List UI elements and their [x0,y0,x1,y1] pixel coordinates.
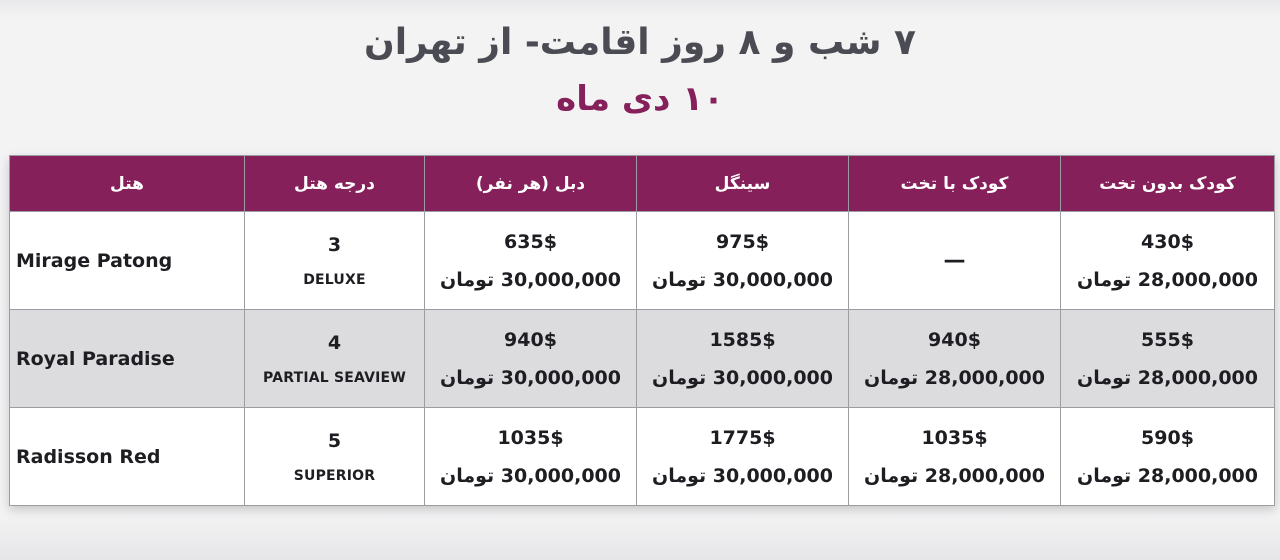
bottom-shadow-band [0,515,1280,560]
single-price-cell: 1775$ 30,000,000 تومان [636,407,849,506]
hotel-grade-cell: 3 DELUXE [244,211,425,310]
table-row: Mirage Patong 3 DELUXE 635$ 30,000,000 ت… [9,211,1275,310]
price-usd: 1035$ [497,426,564,449]
room-type: PARTIAL SEAVIEW [263,369,406,386]
price-toman: 28,000,000 تومان [1077,268,1258,291]
child-nobed-price-cell: 590$ 28,000,000 تومان [1060,407,1275,506]
price-toman: 30,000,000 تومان [652,464,833,487]
price-toman: 28,000,000 تومان [1077,366,1258,389]
top-shadow-band [0,0,1280,18]
price-toman: 30,000,000 تومان [652,268,833,291]
price-usd: 590$ [1141,426,1194,449]
price-toman: 28,000,000 تومان [864,464,1045,487]
hotel-stars: 3 [327,233,342,256]
hotel-stars: 4 [327,331,342,354]
double-price-cell: 940$ 30,000,000 تومان [424,309,637,408]
table-header-row: هتل درجه هتل دبل (هر نفر) سینگل کودک با … [9,155,1275,212]
price-toman: 30,000,000 تومان [440,268,621,291]
price-usd: 940$ [928,328,981,351]
header-child-with-bed: کودک با تخت [848,155,1061,212]
table-row: Radisson Red 5 SUPERIOR 1035$ 30,000,000… [9,407,1275,506]
price-table: هتل درجه هتل دبل (هر نفر) سینگل کودک با … [9,155,1275,506]
child-bed-price-cell: — [848,211,1061,310]
price-usd: 555$ [1141,328,1194,351]
child-bed-price-cell: 940$ 28,000,000 تومان [848,309,1061,408]
child-nobed-price-cell: 430$ 28,000,000 تومان [1060,211,1275,310]
room-type: SUPERIOR [293,467,376,484]
hotel-grade-cell: 4 PARTIAL SEAVIEW [244,309,425,408]
double-price-cell: 1035$ 30,000,000 تومان [424,407,637,506]
double-price-cell: 635$ 30,000,000 تومان [424,211,637,310]
price-toman: 30,000,000 تومان [440,464,621,487]
price-usd: 1775$ [709,426,776,449]
header-double: دبل (هر نفر) [424,155,637,212]
price-usd: 430$ [1141,230,1194,253]
price-usd: 635$ [504,230,557,253]
hotel-name: Radisson Red [9,407,245,506]
header-single: سینگل [636,155,849,212]
price-toman: 28,000,000 تومان [1077,464,1258,487]
header-hotel: هتل [9,155,245,212]
single-price-cell: 1585$ 30,000,000 تومان [636,309,849,408]
hotel-name: Royal Paradise [9,309,245,408]
single-price-cell: 975$ 30,000,000 تومان [636,211,849,310]
price-toman: 30,000,000 تومان [652,366,833,389]
price-toman: 30,000,000 تومان [440,366,621,389]
price-usd: 1035$ [921,426,988,449]
hotel-name: Mirage Patong [9,211,245,310]
header-child-without-bed: کودک بدون تخت [1060,155,1275,212]
price-usd: 940$ [504,328,557,351]
price-toman: 28,000,000 تومان [864,366,1045,389]
page-title: ۷ شب و ۸ روز اقامت- از تهران [363,22,916,63]
table-row: Royal Paradise 4 PARTIAL SEAVIEW 940$ 30… [9,309,1275,408]
child-nobed-price-cell: 555$ 28,000,000 تومان [1060,309,1275,408]
hotel-grade-cell: 5 SUPERIOR [244,407,425,506]
page-subtitle-date: ۱۰ دی ماه [556,79,724,119]
room-type: DELUXE [303,271,366,288]
child-bed-price-cell: 1035$ 28,000,000 تومان [848,407,1061,506]
price-usd: 975$ [716,230,769,253]
not-available-dash: — [943,248,966,273]
price-usd: 1585$ [709,328,776,351]
header-grade: درجه هتل [244,155,425,212]
hotel-stars: 5 [327,429,342,452]
